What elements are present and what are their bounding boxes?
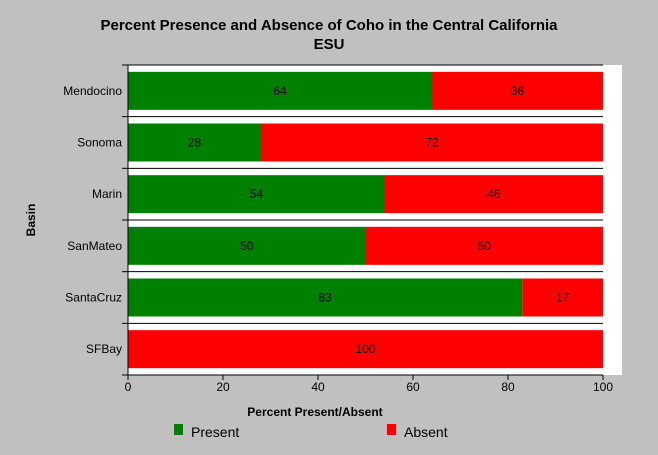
bar-present-sanmateo (128, 226, 366, 265)
data-label-absent-santacruz: 17 (556, 291, 570, 305)
legend-swatch-present (174, 424, 183, 435)
x-tick-label: 40 (311, 380, 325, 394)
legend-label-absent: Absent (404, 424, 448, 440)
chart-title-line-2: ESU (314, 36, 345, 53)
data-label-present-sonoma: 28 (188, 136, 202, 150)
y-category-label: Sonoma (77, 136, 122, 150)
bar-present-sonoma (128, 123, 261, 162)
data-label-absent-sfbay: 100 (355, 342, 375, 356)
bar-absent-mendocino (432, 71, 603, 110)
x-tick-label: 60 (406, 380, 420, 394)
legend-label-present: Present (191, 424, 239, 440)
x-axis-title: Percent Present/Absent (247, 405, 382, 419)
data-label-absent-marin: 46 (487, 187, 501, 201)
bar-present-mendocino (128, 71, 432, 110)
x-tick-labels: 0 20 40 60 80 100 (125, 375, 613, 394)
x-tick-label: 100 (593, 380, 613, 394)
data-label-absent-sanmateo: 50 (478, 239, 492, 253)
bars-group: 643628725446505083170100 (122, 64, 603, 376)
legend-swatch-absent (387, 424, 396, 435)
y-category-label: SantaCruz (65, 291, 122, 305)
bar-absent-sanmateo (365, 226, 603, 265)
data-label-present-marin: 54 (250, 187, 264, 201)
legend: Present Absent (174, 424, 448, 440)
y-axis-title: Basin (24, 204, 38, 237)
x-tick-label: 0 (125, 380, 132, 394)
y-category-label: Mendocino (63, 84, 122, 98)
data-label-absent-mendocino: 36 (511, 84, 525, 98)
y-category-label: SanMateo (67, 239, 122, 253)
bar-absent-marin (384, 175, 603, 214)
y-category-labels: Mendocino Sonoma Marin SanMateo SantaCruz SFB… (63, 84, 122, 356)
bar-present-marin (128, 175, 385, 214)
bar-absent-sonoma (261, 123, 603, 162)
y-category-label: SFBay (86, 342, 122, 356)
bar-present-santacruz (128, 278, 523, 317)
data-label-present-sanmateo: 50 (240, 239, 254, 253)
data-label-present-mendocino: 64 (273, 84, 287, 98)
data-label-present-santacruz: 83 (318, 291, 332, 305)
x-tick-label: 80 (501, 380, 515, 394)
y-category-label: Marin (92, 187, 122, 201)
bar-absent-sfbay (128, 330, 603, 369)
data-label-absent-sonoma: 72 (425, 136, 439, 150)
x-tick-label: 20 (216, 380, 230, 394)
chart-title-line-1: Percent Presence and Absence of Coho in … (100, 17, 558, 34)
bar-absent-santacruz (522, 278, 603, 317)
